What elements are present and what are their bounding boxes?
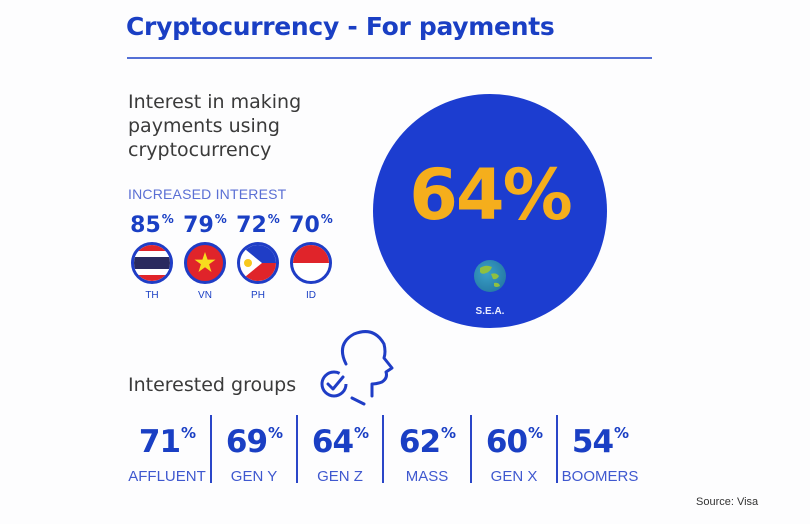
group-label: GEN Y [230,468,278,485]
group-label: BOOMERS [561,468,639,485]
country-vn: 79% VN [179,212,231,301]
country-value: 72% [236,212,280,238]
page-title: Cryptocurrency - For payments [126,12,555,41]
group-value: 69% [225,424,283,460]
divider [470,415,472,483]
group-value: 60% [485,424,543,460]
divider [382,415,384,483]
group-affluent: 71% AFFLUENT [124,413,210,485]
country-value: 70% [289,212,333,238]
title-divider [127,57,652,59]
country-value: 79% [183,212,227,238]
group-label: AFFLUENT [128,468,206,485]
sea-summary-circle: 64% S.E.A. [373,94,607,328]
section-subtitle: Interest in making payments using crypto… [128,91,302,161]
increased-interest-label: INCREASED INTEREST [128,186,287,202]
country-id: 70% ID [285,212,337,301]
divider [556,415,558,483]
region-label: S.E.A. [475,306,505,317]
thailand-flag-icon [131,242,173,284]
vietnam-flag-icon [184,242,226,284]
sea-percentage: 64% [409,154,573,236]
group-value: 54% [571,424,629,460]
country-code: PH [251,290,265,301]
group-gen-y: 69% GEN Y [212,413,296,485]
country-code: VN [198,290,212,301]
country-th: 85% TH [126,212,178,301]
group-value: 62% [398,424,456,460]
group-value: 71% [138,424,196,460]
group-label: MASS [405,468,449,485]
person-check-icon [320,330,394,406]
country-code: TH [145,290,159,301]
divider [210,415,212,483]
philippines-flag-icon [237,242,279,284]
group-label: GEN Z [317,468,363,485]
group-label: GEN X [490,468,538,485]
country-value: 85% [130,212,174,238]
country-code: ID [306,290,316,301]
group-value: 64% [311,424,369,460]
indonesia-flag-icon [290,242,332,284]
group-mass: 62% MASS [384,413,470,485]
divider [296,415,298,483]
groups-heading: Interested groups [128,374,297,396]
group-boomers: 54% BOOMERS [558,413,642,485]
country-ph: 72% PH [232,212,284,301]
globe-icon [474,260,506,292]
group-gen-z: 64% GEN Z [298,413,382,485]
group-gen-x: 60% GEN X [472,413,556,485]
groups-row: 71% AFFLUENT 69% GEN Y 64% GEN Z 62% MAS… [124,413,642,485]
source-note: Source: Visa [696,496,759,508]
